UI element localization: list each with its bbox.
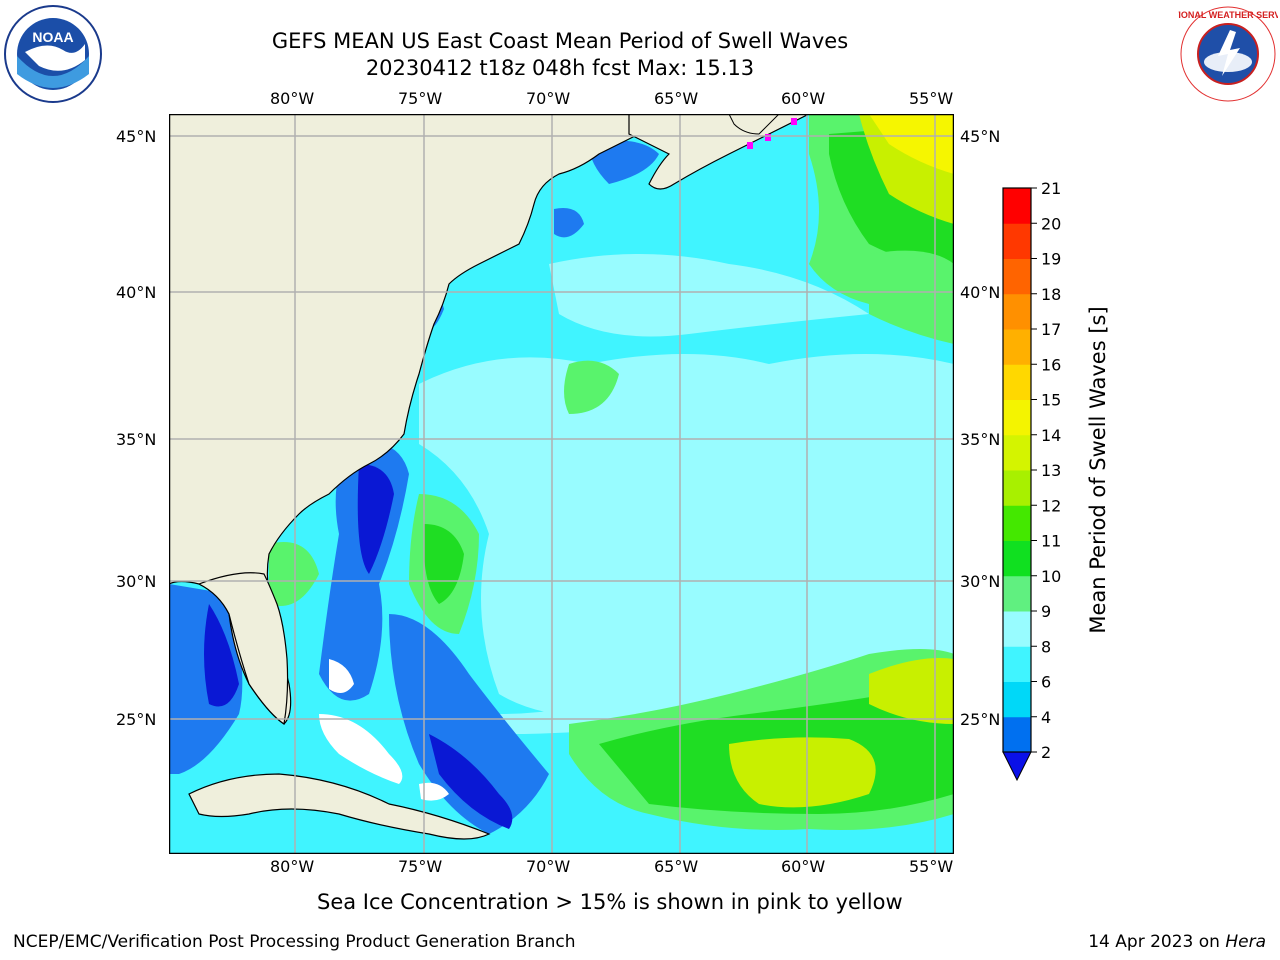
colorbar-tick-label: 14 <box>1041 426 1061 445</box>
footer-date-text: 14 Apr 2023 on <box>1088 932 1220 952</box>
land-cuba <box>188 773 491 840</box>
colorbar-swatch <box>1003 293 1031 330</box>
lon-label-bottom: 75°W <box>398 857 443 876</box>
colorbar-tick-label: 6 <box>1041 673 1051 692</box>
lat-label-right: 30°N <box>960 572 1001 591</box>
map-border <box>169 114 954 854</box>
map-panel <box>169 114 954 854</box>
lon-label-top: 55°W <box>909 89 954 108</box>
nws-logo: NATIONAL WEATHER SERVICE <box>1178 6 1278 102</box>
land-bahamas <box>419 782 449 801</box>
colorbar-tick-label: 20 <box>1041 214 1061 233</box>
colorbar-swatch <box>1003 681 1031 718</box>
colorbar-swatch <box>1003 223 1031 259</box>
ocean-blue <box>589 140 659 184</box>
lat-label-right: 35°N <box>960 430 1001 449</box>
lat-label-right: 40°N <box>960 283 1001 302</box>
ocean-yellow <box>869 114 954 174</box>
lon-label-top: 65°W <box>654 89 699 108</box>
colorbar-tick-label: 13 <box>1041 461 1061 480</box>
lat-label-right: 45°N <box>960 127 1001 146</box>
lon-label-bottom: 80°W <box>270 857 315 876</box>
colorbar-tick-label: 8 <box>1041 637 1051 656</box>
lat-label-left: 25°N <box>116 710 157 729</box>
colorbar-tick-label: 9 <box>1041 602 1051 621</box>
colorbar-label: Mean Period of Swell Waves [s] <box>1086 306 1110 634</box>
colorbar-swatch <box>1003 575 1031 612</box>
colorbar-tick-label: 11 <box>1041 532 1061 551</box>
sea-ice-mark <box>765 134 771 141</box>
lat-label-left: 45°N <box>116 127 157 146</box>
colorbar-swatch <box>1003 611 1031 647</box>
ocean-yellow-green <box>729 737 876 808</box>
lon-label-bottom: 70°W <box>526 857 571 876</box>
colorbar-tick-label: 4 <box>1041 708 1051 727</box>
land-canada <box>628 114 810 190</box>
ocean-light-green <box>564 360 619 414</box>
colorbar-tick-label: 19 <box>1041 250 1061 269</box>
ocean-pale-cyan <box>549 254 869 337</box>
colorbar-tick-label: 15 <box>1041 391 1061 410</box>
map-gridlines <box>169 114 954 854</box>
colorbar-swatch <box>1003 716 1031 753</box>
noaa-logo-text: NOAA <box>32 29 73 45</box>
sea-ice-mark <box>747 142 753 149</box>
colorbar-tick-label: 17 <box>1041 320 1061 339</box>
colorbar-swatch <box>1003 399 1031 436</box>
ocean-dark-blue <box>357 464 394 574</box>
ocean-yellow-green <box>869 658 954 724</box>
lon-label-bottom: 60°W <box>781 857 826 876</box>
colorbar-swatch <box>1003 646 1031 682</box>
ocean-light-green <box>269 542 319 606</box>
ocean-pale-cyan <box>499 664 813 734</box>
colorbar-swatch <box>1003 364 1031 400</box>
colorbar-swatch <box>1003 329 1031 365</box>
colorbar-swatch <box>1003 188 1031 224</box>
footer-machine: Hera <box>1225 932 1266 952</box>
lon-label-bottom: 55°W <box>909 857 954 876</box>
lon-label-top: 75°W <box>398 89 443 108</box>
colorbar-swatch <box>1003 258 1031 295</box>
ocean-blue <box>554 208 584 238</box>
colorbar-tick-label: 21 <box>1041 180 1061 198</box>
colorbar-tick-label: 16 <box>1041 355 1061 374</box>
lat-label-left: 35°N <box>116 430 157 449</box>
ocean-dark-blue <box>204 604 239 707</box>
colorbar-tick-label: 10 <box>1041 567 1061 586</box>
lon-label-top: 60°W <box>781 89 826 108</box>
ocean-dark-blue <box>429 734 513 829</box>
footer-date: 14 Apr 2023 on Hera <box>1088 932 1266 952</box>
noaa-logo: NOAA <box>4 5 102 103</box>
colorbar-tick-label: 18 <box>1041 285 1061 304</box>
ocean-blue <box>389 614 549 834</box>
colorbar-swatch <box>1003 470 1031 506</box>
nws-logo-text: NATIONAL WEATHER SERVICE <box>1178 10 1278 20</box>
land-bahamas <box>319 714 403 784</box>
ocean-light-green <box>869 250 954 344</box>
colorbar-swatch <box>1003 434 1031 471</box>
lat-label-left: 40°N <box>116 283 157 302</box>
colorbar-tick-label: 2 <box>1041 743 1051 762</box>
lon-label-bottom: 65°W <box>654 857 699 876</box>
colorbar-swatches <box>1003 188 1031 753</box>
lon-label-top: 70°W <box>526 89 571 108</box>
lon-label-top: 80°W <box>270 89 315 108</box>
lat-label-left: 30°N <box>116 572 157 591</box>
land-florida <box>197 572 289 726</box>
colorbar-swatch <box>1003 540 1031 577</box>
colorbar: 2 4 6 8 9 10 11 12 13 14 15 16 17 18 19 20 21 <box>1002 180 1061 782</box>
map-title: GEFS MEAN US East Coast Mean Period of S… <box>271 29 849 53</box>
footer-credit: NCEP/EMC/Verification Post Processing Pr… <box>13 932 576 952</box>
lat-label-right: 25°N <box>960 710 1001 729</box>
ocean-green <box>423 524 464 604</box>
colorbar-extend-arrow <box>1002 751 1032 782</box>
colorbar-ticks: 2 4 6 8 9 10 11 12 13 14 15 16 17 18 19 20 21 <box>1031 180 1061 762</box>
colorbar-tick-label: 12 <box>1041 496 1061 515</box>
land-canada <box>728 114 780 135</box>
colorbar-swatch <box>1003 505 1031 541</box>
sea-ice-caption: Sea Ice Concentration > 15% is shown in … <box>317 890 903 914</box>
sea-ice-mark <box>791 118 797 125</box>
land-bahamas <box>329 659 354 693</box>
map-subtitle: 20230412 t18z 048h fcst Max: 15.13 <box>365 56 755 80</box>
